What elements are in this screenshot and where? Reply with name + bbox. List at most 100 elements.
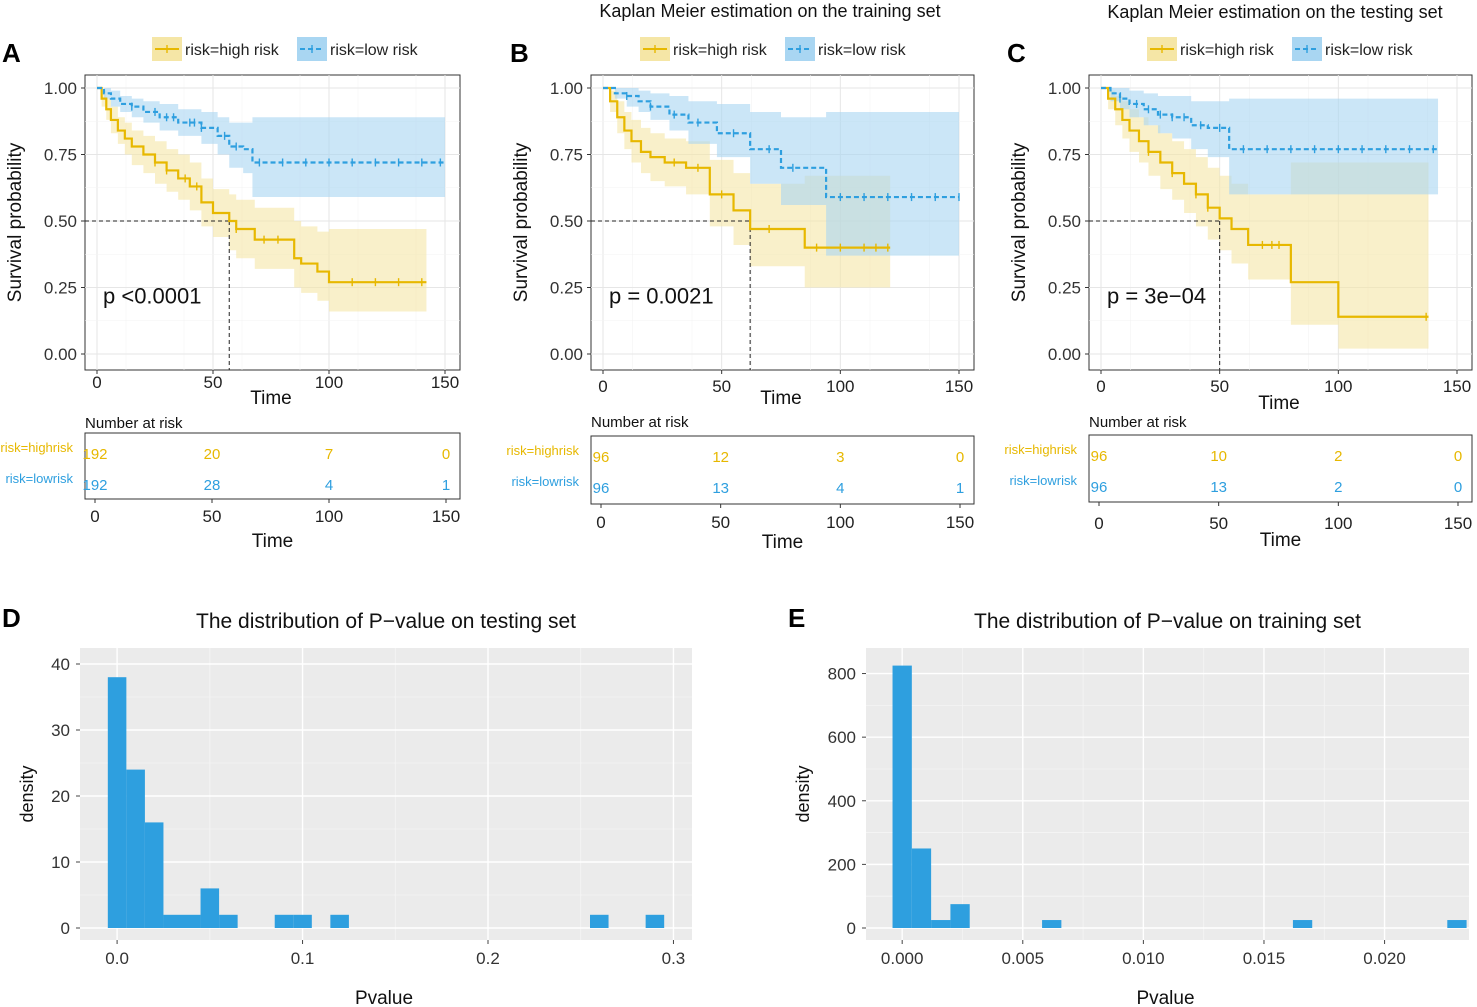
survival-curve-low [603, 86, 959, 199]
risk-value: 0 [1454, 479, 1462, 496]
y-tick-label: 0.25 [44, 279, 77, 298]
histogram-bar [1447, 920, 1467, 928]
risk-value: 192 [82, 477, 107, 494]
y-tick-label: 0.00 [550, 345, 583, 364]
risk-value: 7 [325, 446, 333, 463]
y-tick-label: 30 [51, 721, 70, 740]
legend-label-low: risk=low risk [818, 42, 907, 59]
x-tick-label: 0.020 [1363, 949, 1406, 968]
risk-value: 4 [836, 480, 844, 497]
y-tick-label: 0.25 [1048, 279, 1081, 298]
x-tick-label: 0.005 [1002, 949, 1045, 968]
p-value: p = 0.0021 [609, 283, 714, 308]
x-tick-label: 0.1 [291, 949, 315, 968]
y-tick-label: 0.75 [1048, 146, 1081, 165]
histogram-bar [330, 914, 349, 928]
x-axis-label: Time [760, 388, 802, 409]
panel-letter-b: B [510, 38, 529, 68]
x-tick-label: 0.2 [476, 949, 500, 968]
y-tick-label: 10 [51, 853, 70, 872]
plot-background [866, 648, 1469, 940]
y-axis-label: density [793, 765, 813, 822]
histogram-panel-d: 0.0 0.1 0.2 0.3 0 10 20 30 40 The distribution of… [17, 610, 692, 1007]
risk-table: Number at risk risk=highrisk 96 10 2 0 risk=lo… [1004, 414, 1473, 551]
risk-value: 192 [82, 446, 107, 463]
x-tick-label: 150 [431, 373, 459, 392]
y-tick-label: 0 [847, 919, 856, 938]
survival-curve-high [603, 86, 891, 249]
ci-band-high [1101, 88, 1429, 349]
x-tick-label: 150 [1443, 377, 1471, 396]
legend: risk=high risk risk=low risk [1147, 37, 1414, 61]
histogram-title: The distribution of P−value on training … [974, 610, 1361, 633]
risk-value: 13 [1210, 479, 1227, 496]
legend-label-low: risk=low risk [1325, 42, 1414, 59]
x-tick-label: 0.3 [662, 949, 686, 968]
risk-table-frame [84, 432, 461, 500]
risk-table-title: Number at risk [1089, 414, 1187, 431]
legend-label-high: risk=high risk [673, 42, 768, 59]
histogram-bar [911, 848, 932, 928]
risk-value: 0 [956, 449, 964, 466]
y-tick-label: 0.50 [44, 212, 77, 231]
p-value: p = 3e−04 [1107, 283, 1206, 308]
x-axis-label: Time [1258, 393, 1300, 414]
histogram-bar [590, 914, 609, 928]
risk-x-tick-label: 50 [203, 507, 222, 526]
risk-table-title: Number at risk [591, 414, 689, 431]
histogram-bar [107, 677, 127, 928]
risk-x-tick-label: 50 [711, 513, 730, 532]
risk-value: 96 [593, 480, 610, 497]
x-tick-label: 0.0 [105, 949, 129, 968]
histogram-bar [1292, 920, 1313, 928]
panel-letter-a: A [2, 38, 21, 68]
histogram-bar [182, 914, 201, 928]
y-tick-label: 20 [51, 787, 70, 806]
risk-row-label: risk=lowrisk [511, 474, 579, 489]
y-tick-label: 0.75 [550, 146, 583, 165]
histogram-bar [126, 769, 145, 928]
y-tick-label: 800 [828, 665, 856, 684]
y-axis-label: Survival probability [511, 142, 532, 302]
histogram-bar [144, 822, 164, 928]
risk-x-tick-label: 150 [432, 507, 460, 526]
histograms: 0.0 0.1 0.2 0.3 0 10 20 30 40 The distribution of… [17, 610, 1469, 1007]
x-tick-label: 50 [204, 373, 223, 392]
risk-value: 2 [1334, 479, 1342, 496]
risk-table-title: Number at risk [85, 415, 183, 432]
risk-value: 4 [325, 477, 333, 494]
legend: risk=high risk risk=low risk [640, 37, 907, 61]
risk-x-tick-label: 0 [1094, 514, 1103, 533]
histogram-bar [931, 920, 951, 928]
x-tick-label: 50 [1210, 377, 1229, 396]
risk-row-label: risk=lowrisk [1009, 473, 1077, 488]
panel-b-title: Kaplan Meier estimation on the training … [599, 1, 940, 21]
y-axis-label: density [17, 765, 37, 822]
risk-value: 28 [204, 477, 221, 494]
histogram-bar [219, 914, 238, 928]
survival-curve-low [97, 86, 445, 164]
histogram-bar [892, 665, 912, 928]
x-tick-label: 0.015 [1243, 949, 1286, 968]
x-axis-label: Pvalue [355, 988, 413, 1007]
histogram-panel-e: 0.000 0.005 0.010 0.015 0.020 0 200 400 600 800 Th… [793, 610, 1469, 1007]
y-tick-label: 0.25 [550, 279, 583, 298]
histogram-bar [274, 914, 294, 928]
panel-c-title: Kaplan Meier estimation on the testing s… [1107, 2, 1442, 22]
y-tick-label: 200 [828, 855, 856, 874]
ci-band-high [603, 88, 891, 288]
risk-value: 13 [712, 480, 729, 497]
y-tick-label: 1.00 [550, 79, 583, 98]
x-tick-label: 150 [945, 377, 973, 396]
risk-value: 0 [442, 446, 450, 463]
ci-band-low [97, 88, 445, 198]
risk-value: 1 [956, 480, 964, 497]
histogram-title: The distribution of P−value on testing s… [196, 610, 576, 633]
risk-x-axis-label: Time [762, 532, 804, 553]
risk-value: 10 [1210, 448, 1227, 465]
x-tick-label: 100 [1324, 377, 1352, 396]
ci-band-low [603, 88, 959, 256]
x-tick-label: 0 [92, 373, 101, 392]
